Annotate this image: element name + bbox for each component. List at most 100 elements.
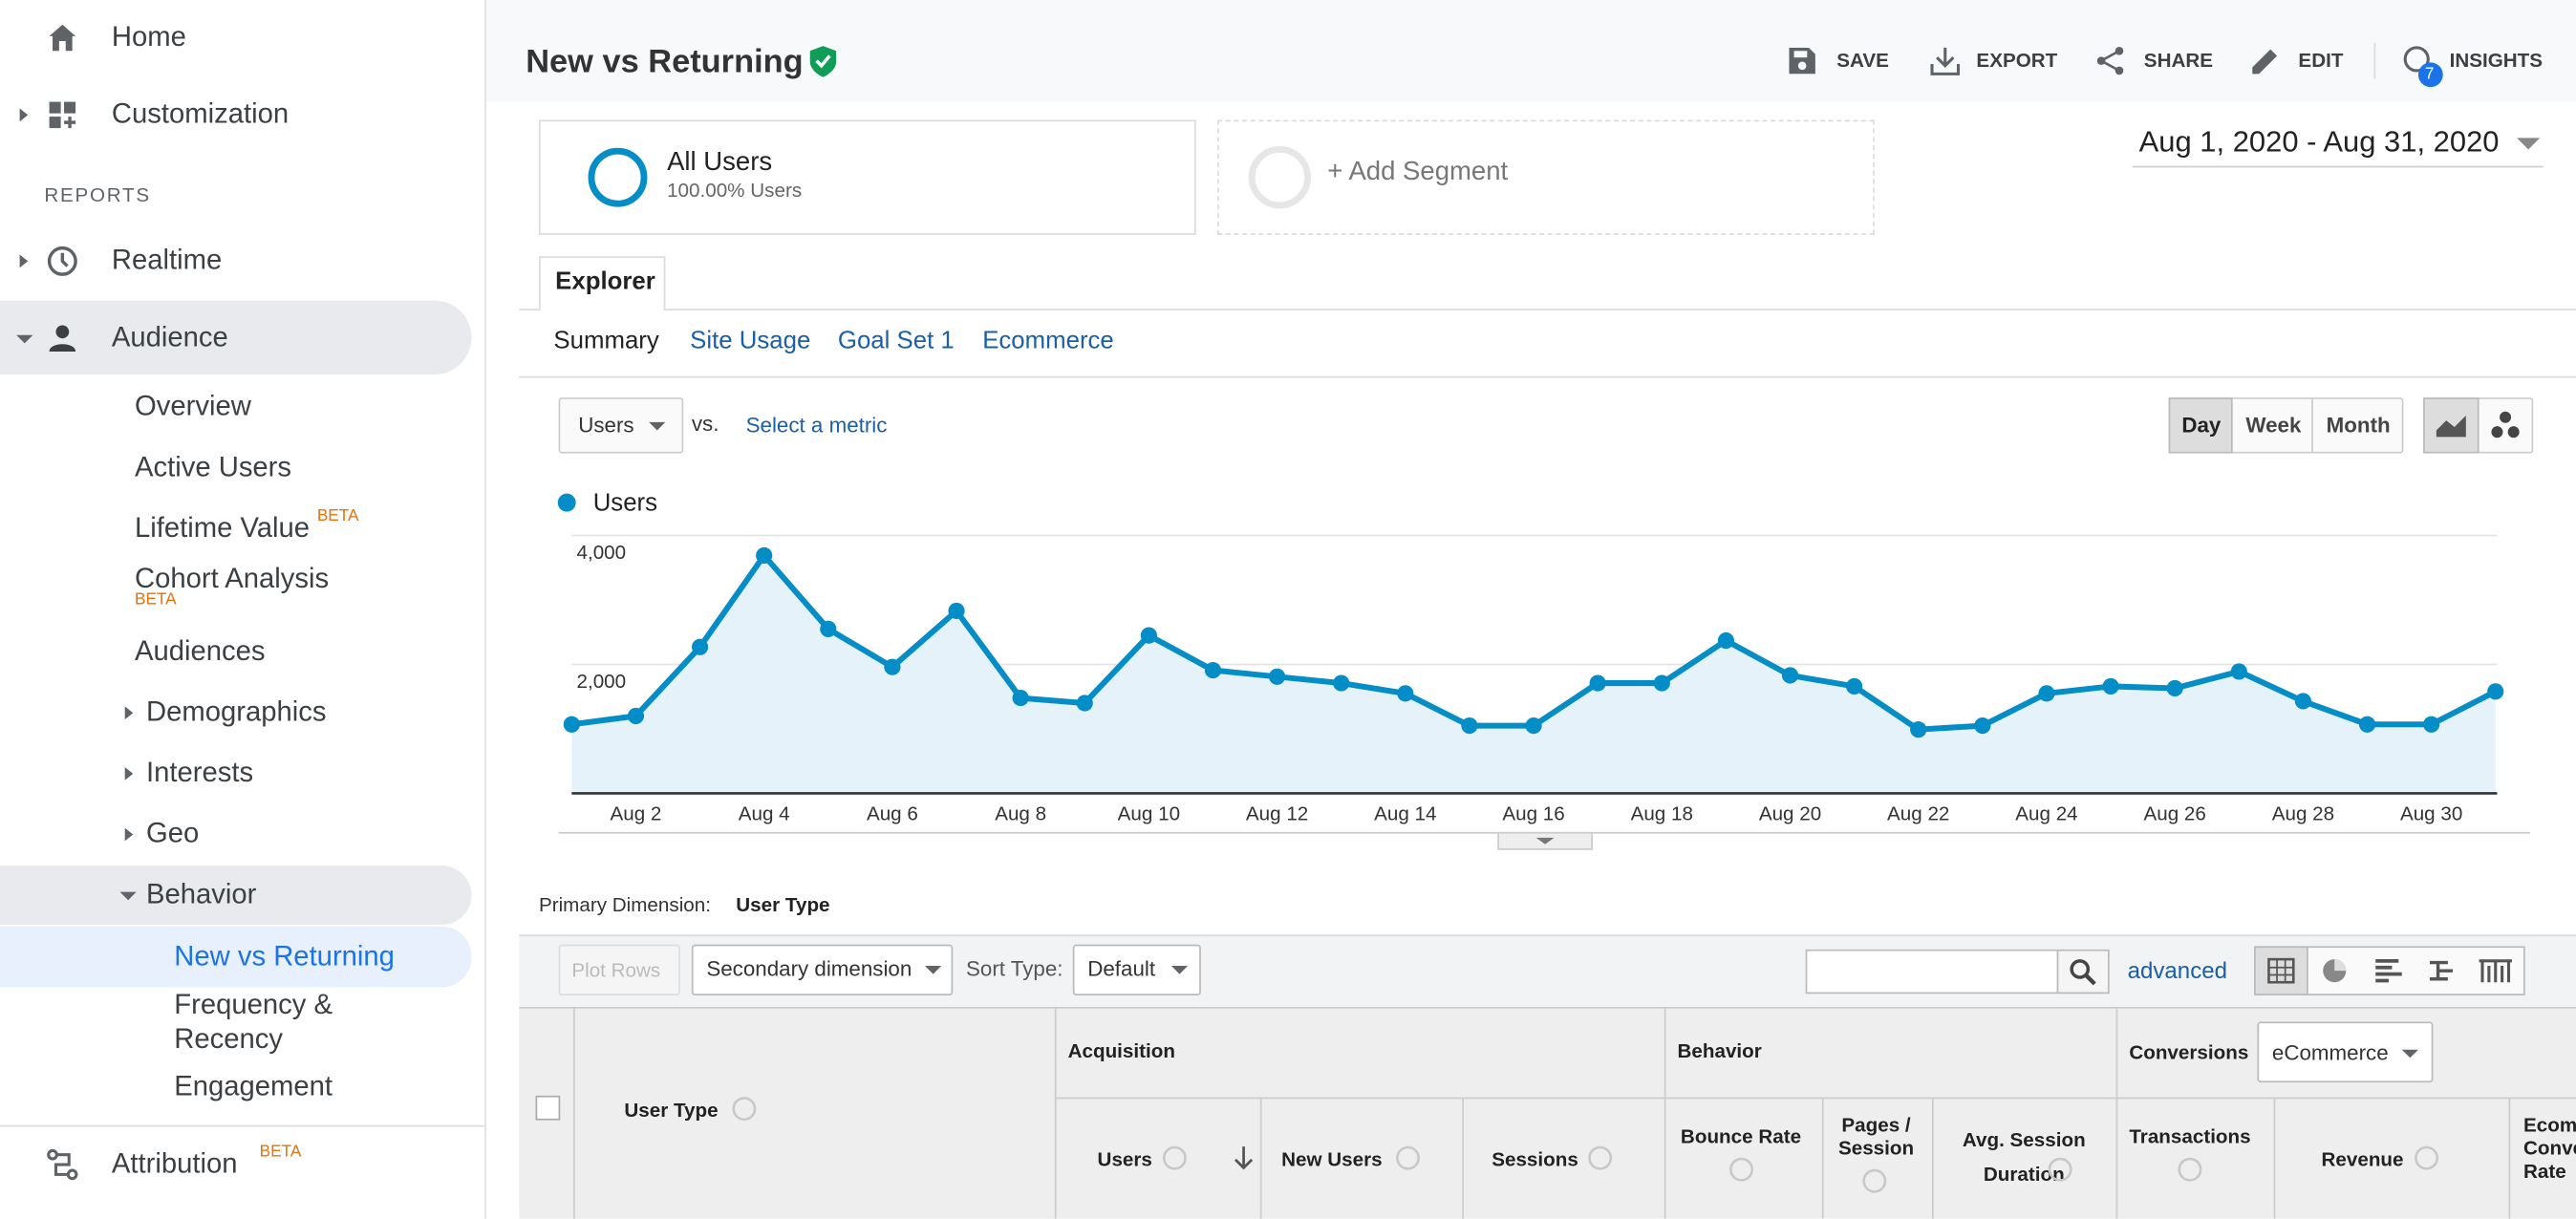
point (1717, 631, 1734, 650)
x-tick-label: Aug 6 (867, 802, 918, 824)
period-button[interactable]: Day (2181, 412, 2222, 438)
area (571, 555, 2496, 794)
col-border (2508, 1097, 2511, 1219)
report-title: New vs Returning (526, 44, 804, 81)
point (2487, 683, 2504, 700)
nav-item[interactable]: Engagement (174, 1070, 333, 1102)
point (1140, 627, 1157, 644)
x-tick-label: Aug 16 (1502, 802, 1564, 824)
action-button[interactable]: SAVE (1836, 49, 1889, 73)
column-header[interactable]: Transactions (2129, 1124, 2251, 1148)
metric-select[interactable] (558, 397, 684, 454)
subtab[interactable]: Site Usage (690, 327, 811, 355)
y-tick-label: 4,000 (577, 542, 627, 564)
add-segment[interactable] (1217, 119, 1875, 235)
primary-value: User Type (736, 893, 830, 917)
nav-item[interactable]: Customization (111, 97, 290, 130)
action-button[interactable]: SHARE (2143, 49, 2214, 73)
date-range[interactable]: Aug 1, 2020 - Aug 31, 2020 (2138, 125, 2500, 159)
point (1012, 689, 1029, 707)
column-header[interactable]: Bounce Rate (1680, 1124, 1802, 1148)
legend-label: Users (593, 490, 657, 517)
x-tick-label: Aug 20 (1759, 802, 1821, 824)
insights-count: 7 (2424, 65, 2435, 84)
column-header[interactable]: Users (1097, 1147, 1152, 1171)
nav-item[interactable]: Realtime (111, 244, 223, 276)
clock-icon (47, 246, 77, 276)
nav-item[interactable]: Home (111, 21, 186, 53)
point (948, 602, 965, 620)
nav-item[interactable]: Active Users (134, 451, 292, 483)
point (691, 638, 709, 655)
nav-item[interactable]: Audience (111, 321, 228, 353)
action-button[interactable]: INSIGHTS (2449, 49, 2544, 73)
metric-label: Users (578, 412, 634, 438)
point (1076, 695, 1093, 712)
col-border (1054, 1006, 1057, 1219)
dropdown-arrow (2401, 1049, 2418, 1059)
nav-item[interactable]: Attribution (111, 1147, 238, 1180)
sort-value: Default (1087, 956, 1156, 981)
secondary-select[interactable] (691, 944, 954, 995)
nav-item[interactable]: Behavior (146, 878, 257, 910)
period-button[interactable]: Week (2245, 412, 2302, 438)
expand-arrow (19, 108, 29, 122)
nav-item[interactable]: Cohort Analysis (134, 563, 330, 595)
dropdown-arrow (1170, 966, 1189, 974)
tab-line (519, 309, 2576, 310)
select-metric[interactable]: Select a metric (745, 412, 888, 438)
nav-item[interactable]: Audiences (134, 635, 266, 667)
x-tick-label: Aug 2 (611, 802, 662, 824)
conversions-select[interactable] (2257, 1021, 2434, 1083)
column-header[interactable]: New Users (1281, 1147, 1383, 1171)
column-header[interactable]: Revenue (2321, 1147, 2404, 1171)
subtab[interactable]: Ecommerce (982, 327, 1114, 355)
vs-label: vs. (691, 411, 719, 436)
table-header (519, 1006, 2576, 1219)
group-header: Behavior (1677, 1039, 1762, 1063)
advanced-link[interactable]: advanced (2127, 956, 2228, 984)
nav-item[interactable]: Frequency & Recency (174, 989, 333, 1055)
nav-item[interactable]: New vs Returning (174, 940, 395, 973)
row-border (1054, 1097, 2576, 1100)
search-button[interactable] (2056, 949, 2110, 994)
motion-chart-icon (2491, 411, 2520, 438)
segment-card[interactable] (538, 119, 1196, 235)
segment-detail: 100.00% Users (667, 179, 803, 203)
nav-item[interactable]: Demographics (146, 695, 327, 728)
checkbox[interactable] (535, 1095, 561, 1121)
column-header[interactable]: Sessions (1492, 1147, 1578, 1171)
x-tick-label: Aug 14 (1374, 802, 1436, 824)
column-header[interactable]: Pages / Session (1837, 1113, 1915, 1160)
action-button[interactable]: EXPORT (1976, 49, 2058, 73)
point (1333, 674, 1350, 692)
x-tick-label: Aug 8 (995, 802, 1046, 824)
subtab[interactable]: Goal Set 1 (837, 327, 955, 355)
export-icon (1930, 47, 1961, 75)
point (1781, 667, 1799, 684)
action-button[interactable]: EDIT (2298, 49, 2344, 73)
nav-item[interactable]: Lifetime Value (134, 512, 311, 544)
point (627, 707, 645, 725)
tab-line (519, 375, 2576, 378)
period-button[interactable]: Month (2326, 412, 2391, 438)
add-segment-label: + Add Segment (1327, 158, 1509, 186)
verified-icon (809, 46, 837, 77)
x-tick-label: Aug 24 (2015, 802, 2077, 824)
segment-name: All Users (667, 148, 773, 177)
point (1525, 717, 1542, 735)
nav-item[interactable]: Overview (134, 390, 251, 422)
expand-arrow (19, 254, 29, 268)
subtab[interactable]: Summary (553, 327, 659, 355)
nav-item[interactable]: Geo (146, 817, 200, 849)
share-icon (2096, 47, 2124, 75)
tab[interactable] (538, 256, 666, 310)
nav-item[interactable]: Interests (146, 757, 254, 788)
col-border (1664, 1006, 1666, 1219)
column-header[interactable]: Ecommerce Conversion Rate (2522, 1113, 2576, 1183)
beta-badge: BETA (316, 507, 359, 526)
plot-rows-label: Plot Rows (571, 958, 661, 982)
point (1846, 677, 1863, 695)
plot-rows-button[interactable] (558, 944, 680, 995)
legend-marker (557, 493, 576, 512)
